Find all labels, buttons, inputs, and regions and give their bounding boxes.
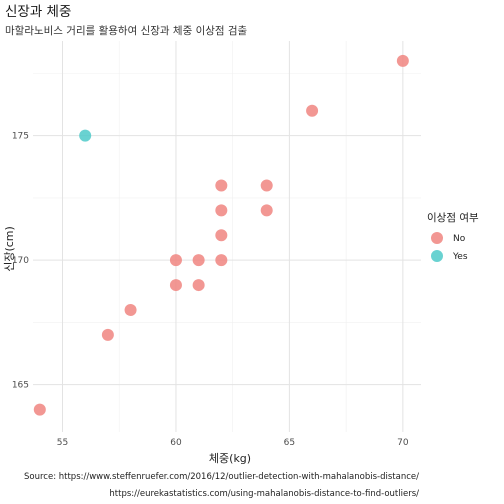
- legend-item-no: No: [431, 232, 466, 244]
- plot-area: [33, 41, 421, 432]
- data-point-no: [215, 204, 228, 217]
- data-points: [33, 54, 409, 416]
- data-point-no: [396, 54, 409, 67]
- data-point-no: [124, 303, 137, 316]
- legend-item-yes: Yes: [431, 250, 468, 262]
- x-axis-ticks: 55 60 65 70: [57, 438, 409, 448]
- source-caption-1: Source: https://www.steffenruefer.com/20…: [24, 472, 419, 482]
- data-point-no: [192, 254, 205, 267]
- data-point-no: [33, 403, 46, 416]
- y-tick-label: 170: [12, 256, 29, 266]
- x-tick-label: 65: [284, 438, 295, 448]
- data-point-yes: [79, 129, 92, 142]
- legend: 이상점 여부 No Yes: [427, 212, 479, 262]
- x-tick-label: 70: [397, 438, 409, 448]
- chart-subtitle: 마할라노비스 거리를 활용하여 신장과 체중 이상점 검출: [5, 24, 248, 37]
- y-tick-label: 175: [12, 132, 29, 142]
- legend-swatch-yes: [431, 250, 443, 262]
- legend-swatch-no: [431, 232, 443, 244]
- source-caption-2: https://eurekastatistics.com/using-mahal…: [109, 489, 419, 499]
- legend-label-yes: Yes: [452, 252, 468, 262]
- data-point-no: [192, 279, 205, 292]
- y-axis-ticks: 165 170 175: [12, 132, 29, 391]
- legend-title: 이상점 여부: [427, 212, 479, 224]
- data-point-no: [260, 204, 273, 217]
- data-point-no: [215, 179, 228, 192]
- legend-label-no: No: [453, 234, 466, 244]
- x-tick-label: 60: [170, 438, 182, 448]
- gridlines: [33, 41, 421, 432]
- y-axis-title: 신장(cm): [3, 226, 16, 272]
- data-point-no: [101, 328, 114, 341]
- chart-title: 신장과 체중: [5, 4, 71, 20]
- data-point-no: [169, 279, 182, 292]
- y-tick-label: 165: [12, 381, 29, 391]
- data-point-no: [215, 254, 228, 267]
- x-tick-label: 55: [57, 438, 68, 448]
- data-point-no: [306, 104, 319, 117]
- x-axis-title: 체중(kg): [209, 452, 251, 465]
- data-point-no: [169, 254, 182, 267]
- data-point-no: [260, 179, 273, 192]
- data-point-no: [215, 229, 228, 242]
